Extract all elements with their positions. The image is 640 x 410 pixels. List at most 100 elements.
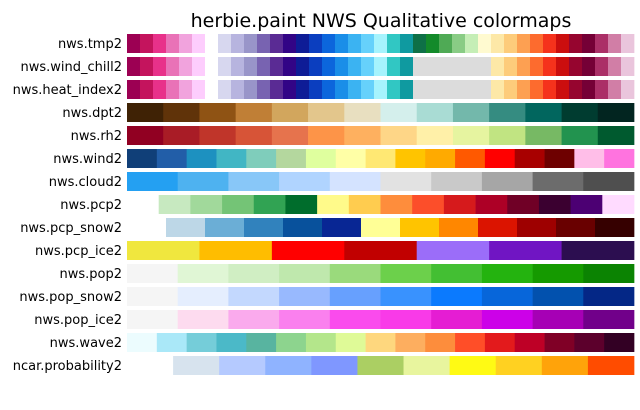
color-swatch xyxy=(216,149,247,168)
colormap-row: nws.pop_ice2 xyxy=(34,310,635,329)
colormap-row: nws.pop2 xyxy=(59,264,635,283)
color-swatch xyxy=(452,34,466,53)
color-swatch xyxy=(489,241,562,260)
color-swatch xyxy=(489,103,526,122)
row-label: nws.pcp2 xyxy=(60,198,122,213)
row-label: nws.dpt2 xyxy=(62,106,122,121)
color-swatch xyxy=(597,126,635,145)
row-label: nws.wind_chill2 xyxy=(20,60,122,75)
color-swatch xyxy=(426,57,440,76)
color-swatch xyxy=(186,333,217,352)
color-swatch xyxy=(127,218,167,237)
color-swatch xyxy=(455,333,486,352)
color-swatch xyxy=(481,287,533,306)
color-swatch xyxy=(348,34,362,53)
color-swatch xyxy=(335,80,349,99)
row-label: nws.heat_index2 xyxy=(13,83,122,98)
color-swatch xyxy=(156,149,187,168)
color-swatch xyxy=(431,264,483,283)
color-swatch xyxy=(532,287,584,306)
color-swatch xyxy=(156,333,187,352)
color-swatch xyxy=(507,195,540,214)
color-swatch xyxy=(530,57,544,76)
color-swatch xyxy=(199,241,273,260)
color-swatch xyxy=(205,34,219,53)
color-swatch xyxy=(127,195,160,214)
color-swatch xyxy=(127,34,141,53)
color-swatch xyxy=(173,356,220,375)
colormap-row: nws.wind_chill2 xyxy=(20,57,635,76)
color-swatch xyxy=(322,34,336,53)
color-swatch xyxy=(190,195,223,214)
color-swatch xyxy=(400,80,414,99)
color-swatch xyxy=(311,356,358,375)
color-swatch xyxy=(413,57,427,76)
color-swatch xyxy=(574,333,605,352)
color-swatch xyxy=(602,195,635,214)
colormap-row: nws.wind2 xyxy=(53,149,635,168)
color-swatch xyxy=(228,264,280,283)
color-swatch xyxy=(365,149,396,168)
color-swatch xyxy=(530,80,544,99)
color-swatch xyxy=(192,80,206,99)
color-swatch xyxy=(127,149,158,168)
color-swatch xyxy=(504,80,518,99)
color-swatch xyxy=(163,126,200,145)
color-swatch xyxy=(569,57,583,76)
color-swatch xyxy=(205,80,219,99)
color-swatch xyxy=(525,103,562,122)
color-swatch xyxy=(495,356,543,375)
color-swatch xyxy=(517,57,531,76)
color-swatch xyxy=(583,172,635,191)
color-swatch xyxy=(186,149,217,168)
row-label: nws.pcp_snow2 xyxy=(20,221,122,236)
color-swatch xyxy=(543,57,557,76)
color-swatch xyxy=(517,218,557,237)
row-label: ncar.probability2 xyxy=(13,359,122,374)
color-swatch xyxy=(283,80,297,99)
color-swatch xyxy=(344,103,381,122)
color-swatch xyxy=(439,34,453,53)
color-swatch xyxy=(283,57,297,76)
color-swatch xyxy=(296,34,310,53)
color-swatch xyxy=(127,333,158,352)
color-swatch xyxy=(595,34,609,53)
color-swatch xyxy=(452,103,490,122)
color-swatch xyxy=(481,264,533,283)
color-swatch xyxy=(582,57,596,76)
color-swatch xyxy=(127,126,164,145)
color-swatch xyxy=(235,103,273,122)
color-swatch xyxy=(127,172,179,191)
color-swatch xyxy=(541,356,589,375)
colormap-rows: nws.tmp2 nws.wind_chill2 nws.heat_index2nw… xyxy=(13,34,635,375)
color-swatch xyxy=(478,80,492,99)
color-swatch xyxy=(412,195,445,214)
color-swatch xyxy=(416,241,490,260)
color-swatch xyxy=(283,34,297,53)
color-swatch xyxy=(271,103,309,122)
color-swatch xyxy=(166,218,206,237)
color-swatch xyxy=(228,172,280,191)
row-label: nws.tmp2 xyxy=(58,37,122,52)
color-swatch xyxy=(544,333,575,352)
color-swatch xyxy=(199,103,236,122)
color-swatch xyxy=(361,218,401,237)
color-swatch xyxy=(265,356,312,375)
color-swatch xyxy=(544,149,575,168)
color-swatch xyxy=(569,34,583,53)
color-swatch xyxy=(416,103,454,122)
color-swatch xyxy=(361,80,375,99)
color-swatch xyxy=(525,126,562,145)
color-swatch xyxy=(257,34,271,53)
color-swatch xyxy=(532,264,584,283)
color-swatch xyxy=(309,57,323,76)
color-swatch xyxy=(439,57,453,76)
color-swatch xyxy=(222,195,255,214)
color-swatch xyxy=(597,103,635,122)
color-swatch xyxy=(127,310,179,329)
color-swatch xyxy=(595,80,609,99)
color-swatch xyxy=(621,80,635,99)
color-swatch xyxy=(348,80,362,99)
color-swatch xyxy=(279,287,331,306)
color-swatch xyxy=(570,195,603,214)
